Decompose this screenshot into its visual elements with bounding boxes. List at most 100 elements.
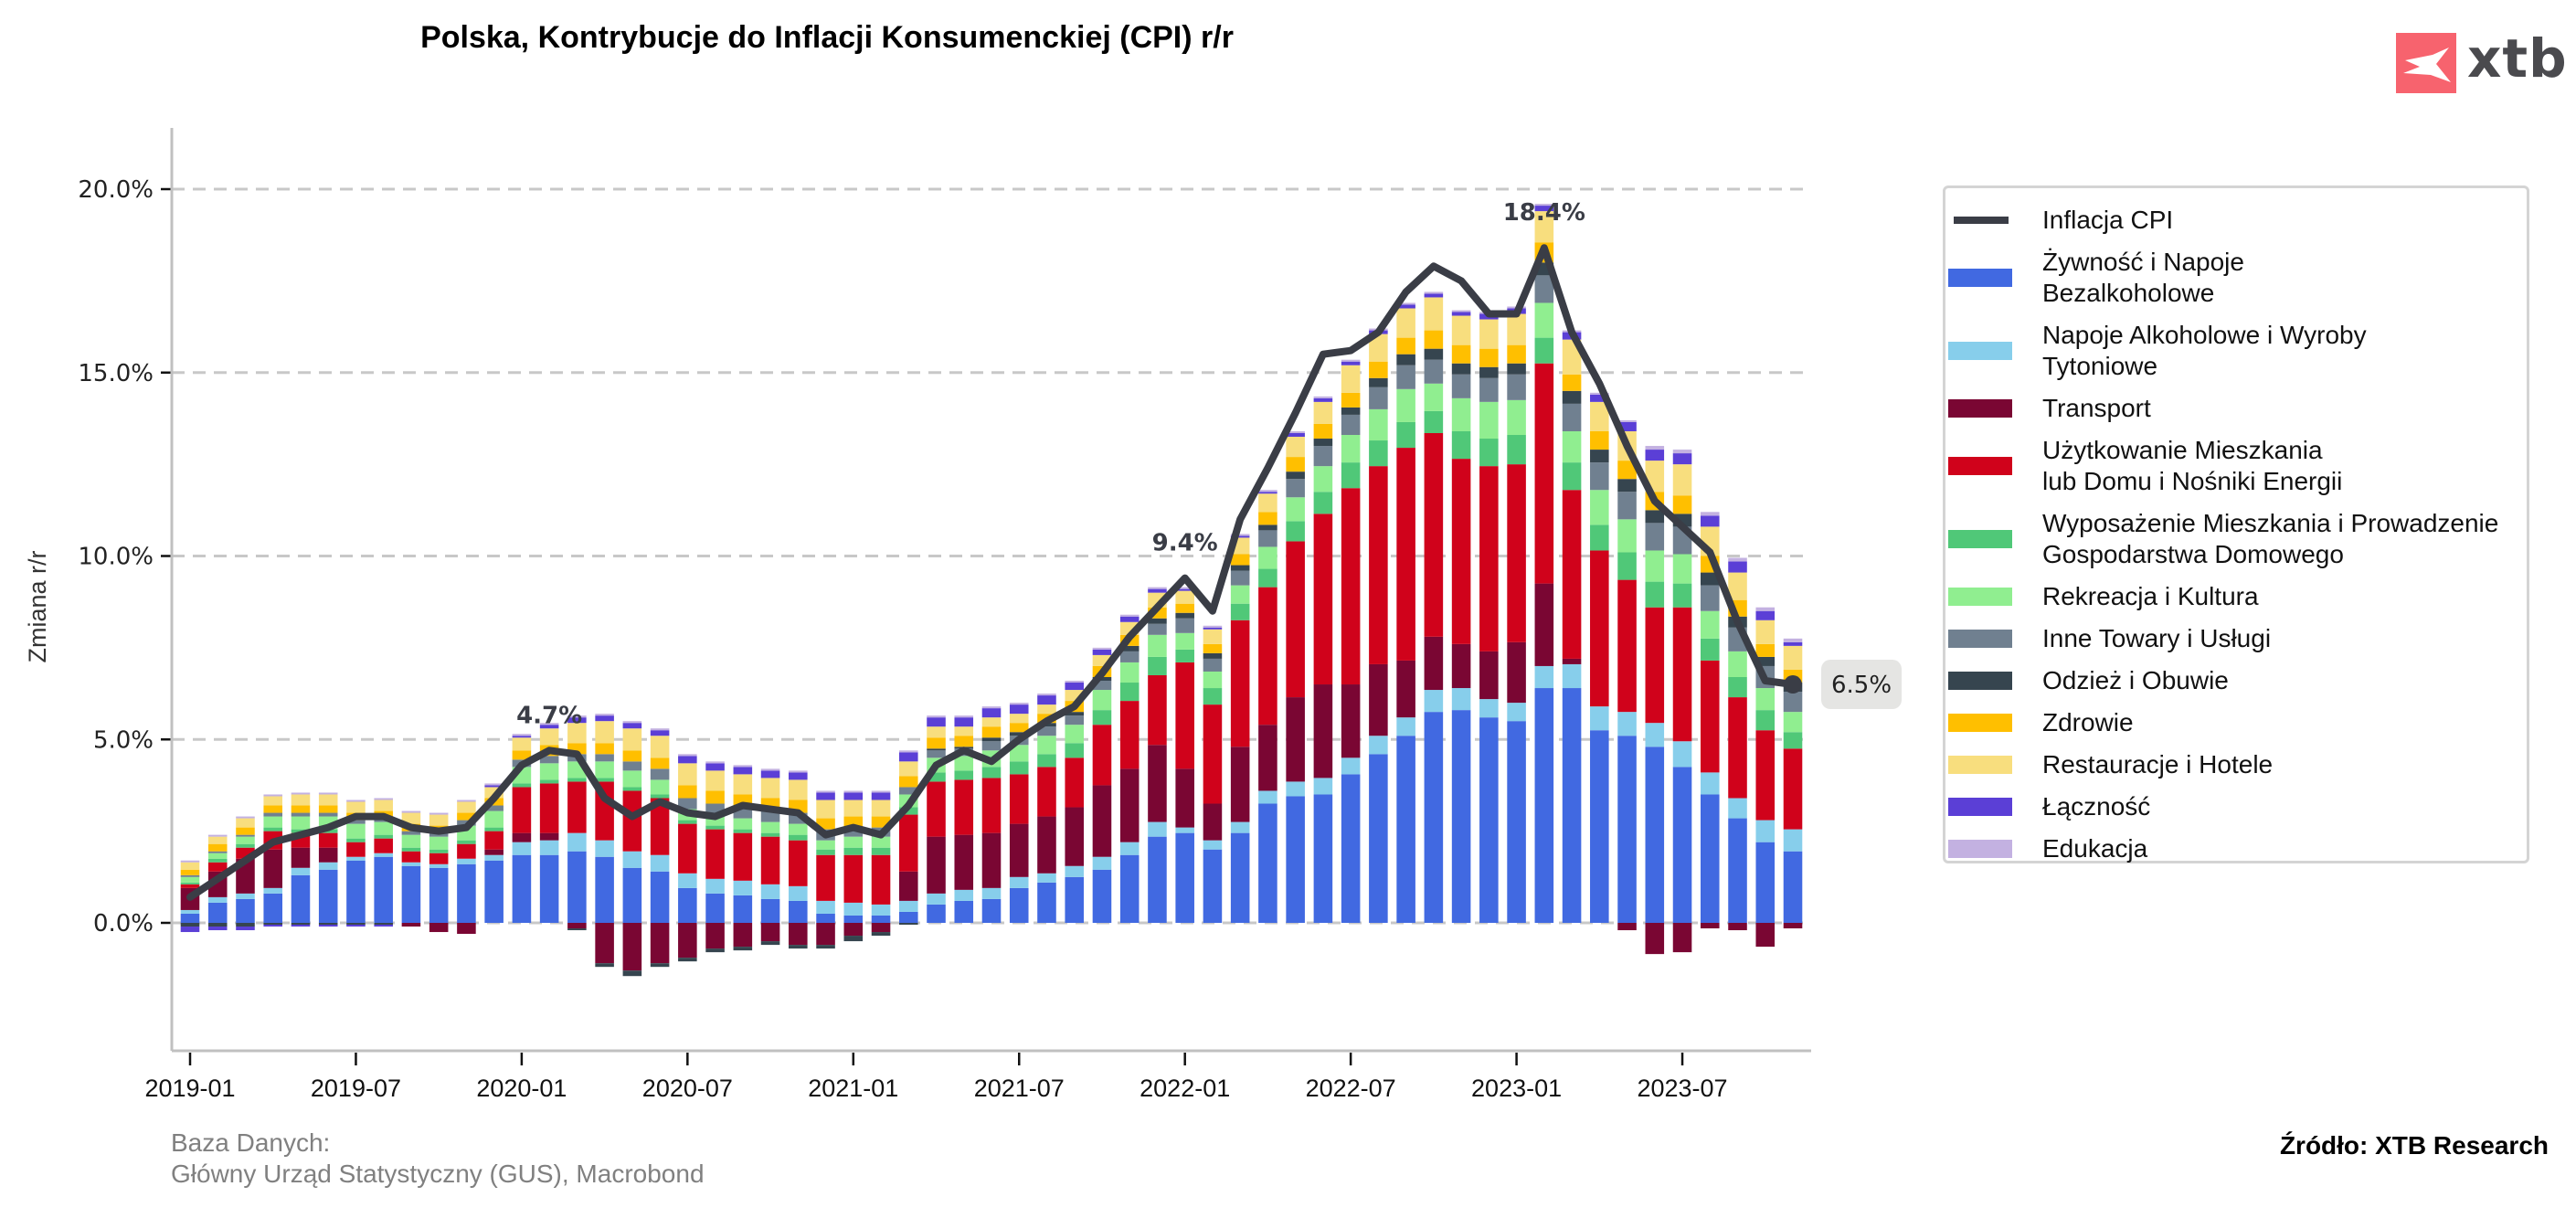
bar-segment <box>1424 636 1444 691</box>
legend-item: Zdrowie <box>1945 702 2527 744</box>
bar-segment <box>1755 842 1776 923</box>
bar-stack <box>871 790 891 937</box>
bar-segment <box>1341 359 1361 362</box>
x-tick-label: 2020-07 <box>642 1075 733 1102</box>
bar-segment <box>1424 383 1444 411</box>
bar-segment <box>1534 363 1554 584</box>
bar-segment <box>760 836 780 884</box>
bar-segment <box>1341 407 1361 415</box>
bar-segment <box>1755 688 1776 711</box>
bar-segment <box>1507 399 1526 436</box>
bar-segment <box>789 900 808 923</box>
bar-segment <box>429 836 449 850</box>
bar-segment <box>733 774 753 795</box>
bar-stack <box>843 790 864 942</box>
bar-stack <box>1424 291 1444 923</box>
database-note: Baza Danych: Główny Urząd Statystyczny (… <box>171 1128 705 1190</box>
bar-segment <box>1313 778 1333 795</box>
bar-segment <box>1728 798 1747 819</box>
bar-segment <box>263 827 283 831</box>
bar-segment <box>1313 423 1333 440</box>
bar-segment <box>705 790 725 804</box>
bar-segment <box>1119 616 1140 622</box>
legend: Inflacja CPI Żywność i Napoje Bezalkoholo… <box>1943 185 2529 863</box>
bar-segment <box>981 741 1002 751</box>
bar-stack <box>1009 703 1029 923</box>
bar-segment <box>733 832 753 881</box>
bar-segment <box>1148 821 1167 837</box>
bar-segment <box>1451 315 1471 345</box>
bar-segment <box>1672 495 1692 514</box>
bar-segment <box>1479 366 1499 378</box>
bar-segment <box>760 810 780 822</box>
bar-segment <box>1562 374 1582 391</box>
bar-segment <box>457 800 476 802</box>
xtb-logo-icon <box>2396 33 2456 93</box>
bar-segment <box>1451 374 1471 398</box>
bar-segment <box>789 945 808 949</box>
bar-segment <box>318 862 338 870</box>
bar-segment <box>678 823 697 874</box>
bar-segment <box>1617 492 1637 520</box>
bar-segment <box>1286 430 1305 433</box>
legend-color-swatch <box>1948 798 2012 816</box>
bar-segment <box>1562 390 1582 404</box>
bar-segment <box>374 834 393 839</box>
legend-item: Żywność i Napoje Bezalkoholowe <box>1945 241 2527 314</box>
bar-segment <box>843 923 864 937</box>
bar-segment <box>927 715 946 718</box>
bar-segment <box>733 947 753 951</box>
bar-segment <box>1258 492 1277 494</box>
bar-segment <box>1341 365 1361 393</box>
bar-segment <box>1451 430 1471 460</box>
bar-segment <box>1203 658 1223 672</box>
bar-segment <box>1507 344 1526 364</box>
bar-segment <box>650 736 670 758</box>
bar-segment <box>1148 618 1167 624</box>
bar-segment <box>1313 684 1333 778</box>
bar-segment <box>981 708 1002 718</box>
bar-segment <box>622 851 642 868</box>
bar-segment <box>650 854 670 872</box>
bar-segment <box>760 821 780 833</box>
bar-segment <box>1424 359 1444 384</box>
bar-segment <box>1148 836 1167 923</box>
bar-segment <box>1617 421 1637 431</box>
bar-segment <box>789 823 808 835</box>
bar-segment <box>1119 651 1140 662</box>
bar-segment <box>236 898 255 923</box>
bar-segment <box>1451 363 1471 375</box>
bar-segment <box>1286 479 1305 498</box>
bar-segment <box>457 863 476 923</box>
bar-segment <box>1700 772 1720 795</box>
bar-segment <box>291 925 311 927</box>
chart-title: Polska, Kontrybucje do Inflacji Konsumen… <box>420 20 1234 55</box>
bar-segment <box>1175 632 1194 650</box>
bar-segment <box>1065 876 1085 923</box>
bar-segment <box>871 915 891 923</box>
bar-segment <box>733 880 753 895</box>
bar-segment <box>512 737 532 751</box>
bar-segment <box>1645 550 1665 582</box>
bar-segment <box>981 737 1002 742</box>
bar-segment <box>898 900 918 912</box>
bar-segment <box>1175 618 1194 633</box>
bar-segment <box>207 902 228 923</box>
bar-segment <box>927 750 946 758</box>
legend-line-swatch <box>1954 217 2009 224</box>
bar-segment <box>1534 688 1554 923</box>
bar-segment <box>678 785 697 799</box>
bar-segment <box>1037 882 1056 923</box>
bar-stack <box>1451 310 1471 923</box>
bar-segment <box>1369 408 1388 441</box>
bar-segment <box>1590 490 1609 525</box>
bar-segment <box>1617 736 1637 923</box>
bar-stack <box>1065 681 1085 923</box>
bar-segment <box>1258 725 1277 791</box>
bar-segment <box>981 898 1002 923</box>
bar-segment <box>1783 645 1803 670</box>
legend-color-swatch <box>1948 840 2012 858</box>
bar-segment <box>457 812 476 821</box>
bar-segment <box>1175 588 1194 591</box>
